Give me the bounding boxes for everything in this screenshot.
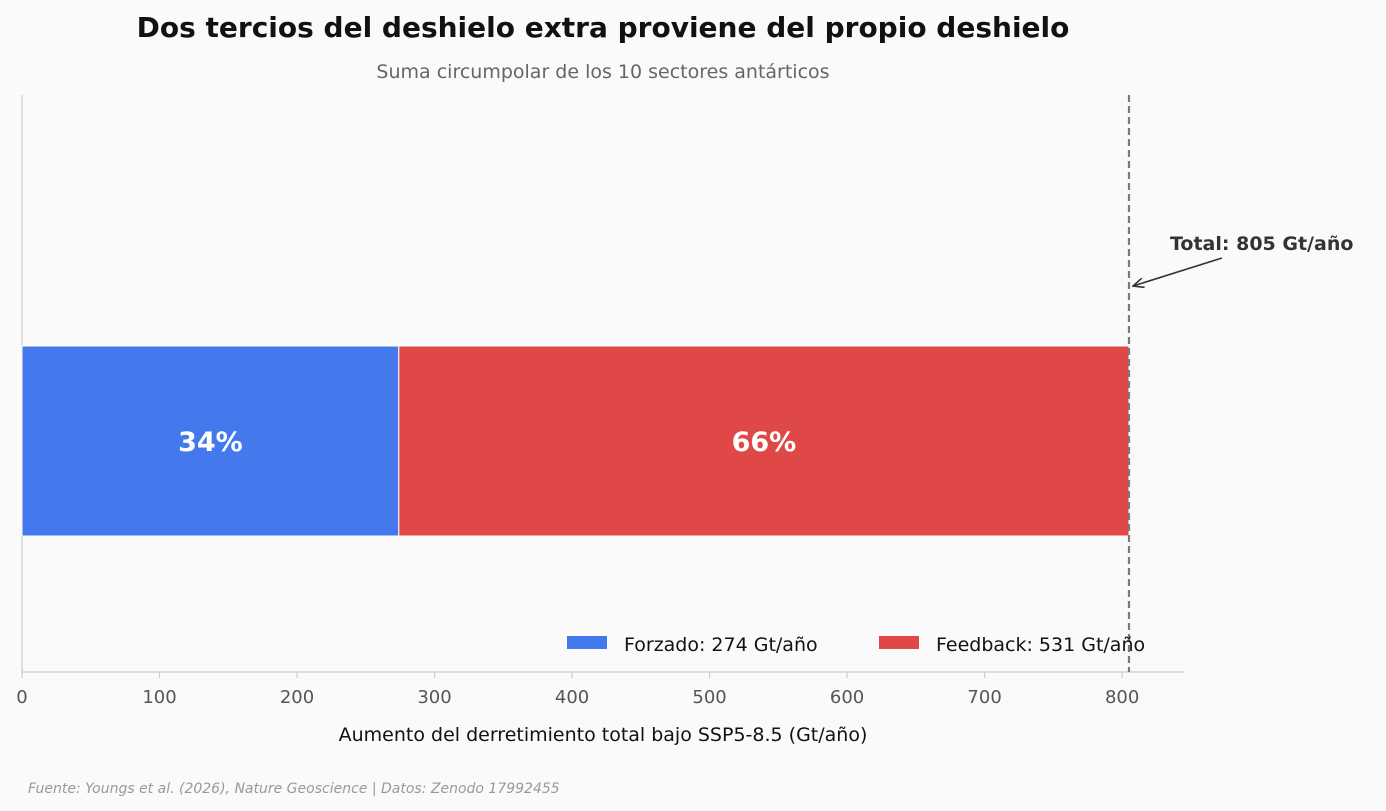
x-tick-label: 100	[142, 687, 176, 708]
legend-swatch-forzado	[567, 636, 607, 649]
x-tick-label: 800	[1105, 687, 1139, 708]
legend: Forzado: 274 Gt/año Feedback: 531 Gt/año	[567, 634, 1145, 656]
bar-segment	[398, 345, 1130, 537]
chart-title: Dos tercios del deshielo extra proviene …	[137, 11, 1070, 44]
x-tick-label: 700	[967, 687, 1001, 708]
bar-data-label: 66%	[732, 427, 797, 458]
chart-subtitle: Suma circumpolar de los 10 sectores antá…	[376, 61, 829, 83]
bar-data-label: 34%	[178, 427, 243, 458]
plot-area: 34% 66% Total: 805 Gt/año 0 100 200 300 400 500 6…	[16, 95, 1353, 708]
x-tick-label: 400	[555, 687, 589, 708]
x-tick-label: 0	[16, 687, 27, 708]
x-axis-label: Aumento del derretimiento total bajo SSP…	[339, 724, 868, 746]
source-note: Fuente: Youngs et al. (2026), Nature Geo…	[28, 781, 560, 797]
legend-label-feedback: Feedback: 531 Gt/año	[936, 634, 1145, 656]
bar-segment	[21, 345, 400, 537]
x-tick-label: 500	[692, 687, 726, 708]
total-annotation: Total: 805 Gt/año	[1170, 233, 1353, 255]
x-tick-label: 300	[417, 687, 451, 708]
x-tick-label: 600	[830, 687, 864, 708]
legend-label-forzado: Forzado: 274 Gt/año	[624, 634, 818, 656]
x-tick-label: 200	[280, 687, 314, 708]
legend-swatch-feedback	[879, 636, 919, 649]
annotation-arrow	[1133, 257, 1223, 286]
